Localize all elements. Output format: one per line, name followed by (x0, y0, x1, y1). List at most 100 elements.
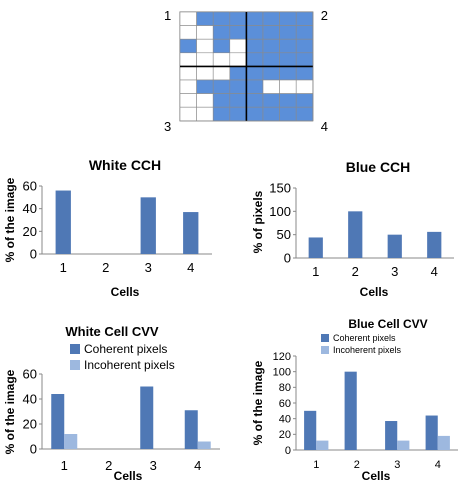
grid-cell (246, 93, 264, 108)
chart-title: Blue Cell CVV (348, 317, 427, 331)
y-tick-label: 0 (30, 442, 37, 457)
grid-cell (179, 25, 197, 40)
grid-cell (295, 79, 314, 94)
x-category-label: 2 (354, 459, 360, 471)
y-tick-label: 20 (279, 429, 291, 441)
grid-cell (246, 38, 264, 54)
x-axis-label: Cells (360, 285, 389, 299)
chart-title: White Cell CVV (65, 324, 159, 339)
grid-cell (279, 25, 297, 40)
x-axis-label: Cells (114, 469, 143, 483)
legend-label: Incoherent pixels (333, 345, 402, 355)
grid-cell (229, 52, 247, 67)
y-tick-label: 100 (273, 367, 291, 379)
y-tick-label: 100 (269, 204, 291, 219)
grid-cell (262, 25, 280, 40)
grid-cell (196, 38, 214, 54)
x-category-label: 2 (105, 458, 112, 473)
grid-cell (196, 106, 214, 122)
grid-cell (196, 52, 214, 67)
grid-cell (179, 66, 197, 81)
grid-cell (196, 66, 214, 81)
bar-coherent (344, 371, 357, 450)
y-axis-label: % of the image (3, 177, 17, 262)
grid-cell (262, 79, 280, 94)
grid-cell (295, 93, 314, 108)
grid-cell (229, 11, 247, 26)
grid-cell (279, 38, 297, 54)
grid-cell (212, 79, 231, 94)
y-tick-label: 150 (269, 181, 291, 196)
x-category-label: 3 (394, 459, 400, 471)
x-category-label: 2 (352, 264, 359, 279)
bar (55, 190, 71, 254)
grid-cell (246, 106, 264, 122)
bar (308, 237, 323, 258)
y-tick-label: 0 (30, 247, 37, 262)
x-category-label: 2 (102, 260, 109, 275)
grid-cell (262, 66, 280, 81)
x-category-label: 3 (391, 264, 398, 279)
bar (140, 197, 156, 254)
bar-incoherent (437, 435, 450, 450)
grid-cell (279, 52, 297, 67)
bar-coherent (304, 410, 317, 450)
x-category-label: 4 (435, 459, 441, 471)
y-tick-label: 120 (273, 351, 291, 363)
grid-cell (212, 38, 231, 54)
blue-cell-cvv-chart: Blue Cell CVV 0 20 40 60 80 100 120 1 2 3 4 Cells % o… (251, 317, 458, 483)
y-tick-label: 0 (284, 251, 291, 266)
grid-cell (229, 106, 247, 122)
grid-cell (212, 52, 231, 67)
grid-corner-label: 1 (164, 8, 171, 23)
grid-cell (212, 106, 231, 122)
grid-cell (279, 93, 297, 108)
y-tick-label: 40 (23, 392, 37, 407)
y-tick-label: 60 (23, 367, 37, 382)
grid-cell (295, 25, 314, 40)
grid-corner-label: 2 (321, 8, 328, 23)
x-category-label: 1 (61, 458, 68, 473)
grid-cell (212, 11, 231, 26)
y-tick-label: 60 (279, 398, 291, 410)
x-axis-label: Cells (362, 469, 391, 483)
bar-coherent (51, 394, 65, 449)
legend-label: Coherent pixels (333, 333, 396, 343)
grid-cell (212, 93, 231, 108)
legend-label: Incoherent pixels (84, 358, 175, 372)
grid-cell (246, 11, 264, 26)
x-category-label: 4 (187, 260, 194, 275)
y-tick-label: 50 (277, 227, 291, 242)
color-grid-figure: 1 2 3 4 (164, 8, 328, 134)
blue-cch-chart: Blue CCH 0 50 100 150 1 2 3 4 Cells % of pixels (251, 159, 454, 299)
grid-cell (229, 79, 247, 94)
y-tick-label: 20 (23, 224, 37, 239)
grid-cell (196, 11, 214, 26)
x-category-label: 1 (312, 264, 319, 279)
bar (348, 211, 363, 258)
y-tick-label: 20 (23, 417, 37, 432)
bar-incoherent (397, 440, 410, 450)
grid-cell (229, 38, 247, 54)
grid-cell (179, 38, 197, 54)
grid-cell (262, 106, 280, 122)
legend-label: Coherent pixels (84, 342, 167, 356)
grid-cell (179, 79, 197, 94)
grid-cell (295, 52, 314, 67)
grid-cell (196, 79, 214, 94)
y-axis-label: % of the image (251, 360, 265, 445)
legend-swatch (70, 360, 80, 370)
x-axis-label: Cells (111, 285, 140, 299)
bar (183, 212, 199, 254)
grid-corner-label: 3 (164, 119, 171, 134)
legend-swatch (321, 346, 329, 354)
bar-incoherent (197, 441, 211, 449)
grid-cell (279, 11, 297, 26)
grid-cell (246, 79, 264, 94)
grid-cell (279, 66, 297, 81)
chart-title: Blue CCH (346, 159, 411, 175)
grid-cell (179, 11, 197, 26)
grid-cell (196, 93, 214, 108)
x-category-label: 4 (194, 458, 201, 473)
y-tick-label: 80 (279, 382, 291, 394)
